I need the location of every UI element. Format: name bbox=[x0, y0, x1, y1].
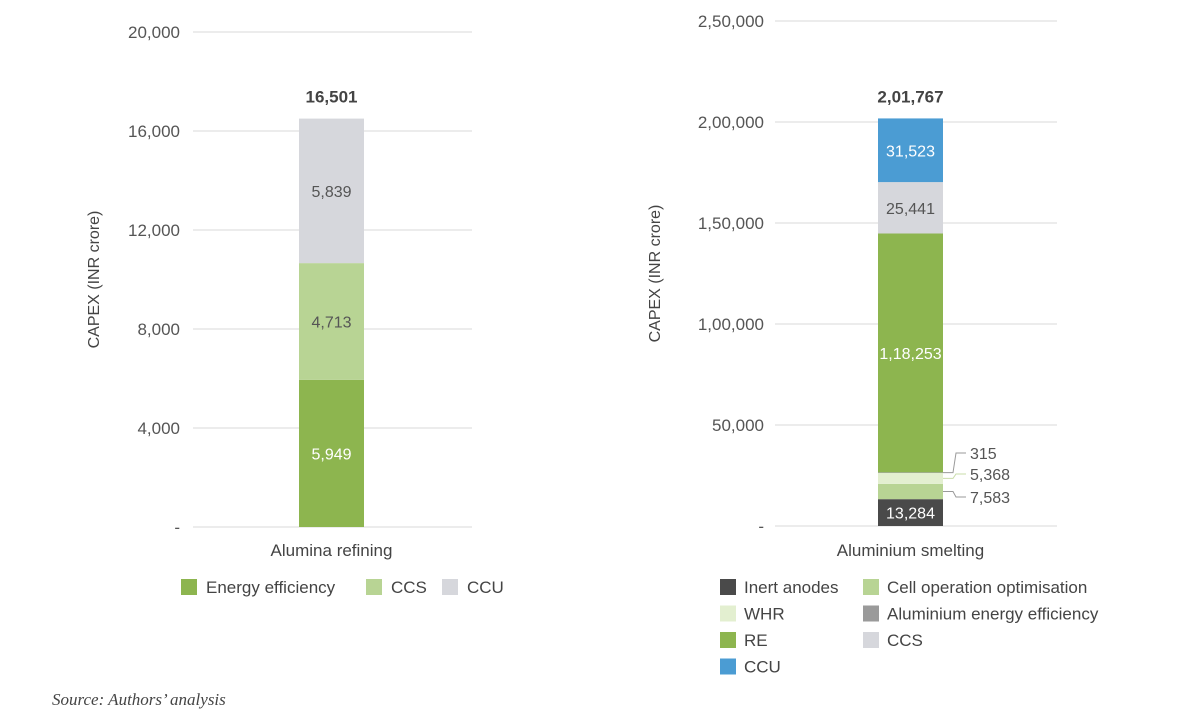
right-data-label-inert-anodes: 13,284 bbox=[886, 506, 935, 523]
left-total-label: 16,501 bbox=[306, 88, 358, 107]
left-data-label-ccs: 4,713 bbox=[311, 314, 351, 331]
left-bar-ccu bbox=[299, 118, 364, 264]
left-data-label-ccu: 5,839 bbox=[311, 184, 351, 201]
right-legend-label-inert-anodes: Inert anodes bbox=[744, 578, 839, 597]
right-y-axis-label: CAPEX (INR crore) bbox=[647, 205, 664, 343]
right-legend-label-aluminium-energy-efficiency: Aluminium energy efficiency bbox=[887, 605, 1099, 624]
right-y-tick-label: 2,00,000 bbox=[698, 113, 764, 132]
right-legend-swatch-inert-anodes bbox=[720, 579, 736, 595]
left-bar-ccs bbox=[299, 263, 364, 380]
left-y-tick-label: 12,000 bbox=[128, 221, 180, 240]
right-data-label-ccu: 31,523 bbox=[886, 143, 935, 160]
right-legend-swatch-ccu bbox=[720, 658, 736, 675]
left-y-tick-label: 16,000 bbox=[128, 122, 180, 141]
left-y-tick-label: 4,000 bbox=[137, 419, 180, 438]
left-legend-label-ccs: CCS bbox=[391, 578, 427, 597]
right-bar-inert-anodes bbox=[878, 499, 943, 526]
left-category-label: Alumina refining bbox=[271, 541, 393, 560]
right-legend-swatch-ccs bbox=[863, 632, 879, 648]
right-y-tick-label: 50,000 bbox=[712, 416, 764, 435]
right-legend-swatch-aluminium-energy-efficiency bbox=[863, 605, 879, 622]
right-legend-swatch-re bbox=[720, 632, 736, 648]
right-legend-label-ccs: CCS bbox=[887, 631, 923, 650]
right-legend-swatch-cell-operation-optimisation bbox=[863, 579, 879, 595]
left-y-tick-label: - bbox=[174, 518, 180, 537]
right-legend-label-re: RE bbox=[744, 631, 768, 650]
left-y-axis-label: CAPEX (INR crore) bbox=[86, 211, 103, 349]
right-legend-label-ccu: CCU bbox=[744, 658, 781, 677]
right-legend-swatch-whr bbox=[720, 605, 736, 622]
right-y-tick-label: 2,50,000 bbox=[698, 12, 764, 31]
right-y-tick-label: - bbox=[758, 517, 764, 536]
right-callout-line-whr bbox=[943, 473, 966, 479]
left-legend-label-energy-efficiency: Energy efficiency bbox=[206, 578, 336, 597]
right-data-label-cell-operation-optimisation: 7,583 bbox=[970, 490, 1010, 507]
right-y-tick-label: 1,50,000 bbox=[698, 214, 764, 233]
right-bar-ccs bbox=[878, 182, 943, 234]
right-callout-line-cell-operation-optimisation bbox=[943, 491, 966, 498]
left-legend-swatch-energy-efficiency bbox=[181, 579, 197, 595]
right-legend-label-whr: WHR bbox=[744, 605, 785, 624]
source-note: Source: Authors’ analysis bbox=[52, 690, 226, 709]
right-data-label-ccs: 25,441 bbox=[886, 201, 935, 218]
right-category-label: Aluminium smelting bbox=[837, 541, 984, 560]
right-y-tick-label: 1,00,000 bbox=[698, 315, 764, 334]
right-data-label-re: 1,18,253 bbox=[879, 346, 941, 363]
right-bar-cell-operation-optimisation bbox=[878, 483, 943, 500]
left-legend-label-ccu: CCU bbox=[467, 578, 504, 597]
right-bar-re bbox=[878, 233, 943, 473]
left-legend-swatch-ccu bbox=[442, 579, 458, 595]
left-y-tick-label: 20,000 bbox=[128, 23, 180, 42]
left-data-label-energy-efficiency: 5,949 bbox=[311, 446, 351, 463]
right-bar-ccu bbox=[878, 118, 943, 183]
right-bar-whr bbox=[878, 473, 943, 484]
left-legend-swatch-ccs bbox=[366, 579, 382, 595]
right-bar-aluminium-energy-efficiency bbox=[878, 472, 943, 474]
right-callout-line-aluminium-energy-efficiency bbox=[943, 452, 966, 474]
right-data-label-aluminium-energy-efficiency: 315 bbox=[970, 446, 997, 463]
left-y-tick-label: 8,000 bbox=[137, 320, 180, 339]
right-legend-label-cell-operation-optimisation: Cell operation optimisation bbox=[887, 578, 1087, 597]
right-total-label: 2,01,767 bbox=[877, 87, 943, 106]
right-data-label-whr: 5,368 bbox=[970, 467, 1010, 484]
left-bar-energy-efficiency bbox=[299, 379, 364, 527]
